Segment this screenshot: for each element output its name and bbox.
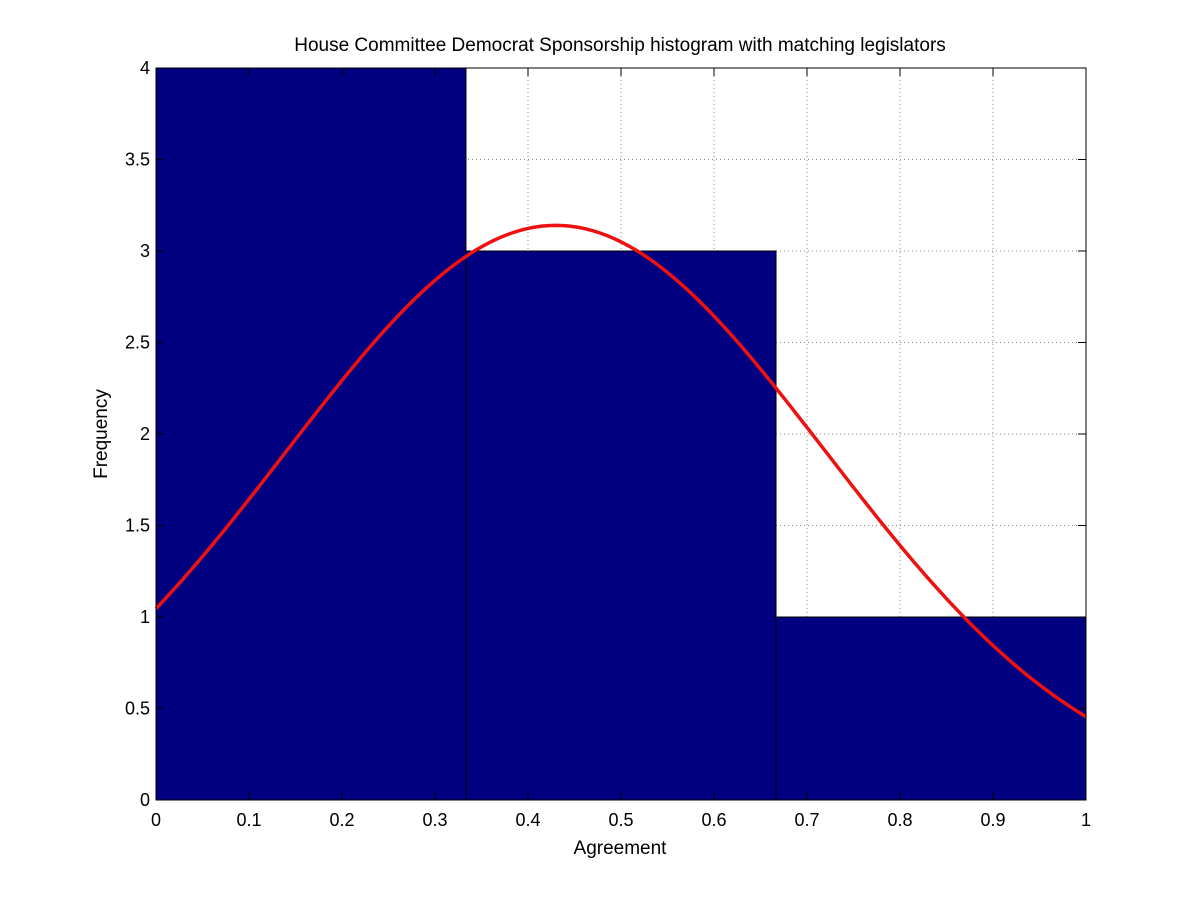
- fit-curve-group: [154, 223, 1087, 719]
- histogram-bar-1: [155, 67, 467, 801]
- x-tick-label-0: 0: [151, 810, 161, 830]
- x-tick-label-6: 0.6: [701, 810, 726, 830]
- axis-ticks: [155, 67, 1087, 801]
- x-tick-labels: 0 0.1 0.2 0.3 0.4 0.5 0.6 0.7 0.8 0.9 1: [151, 810, 1091, 830]
- y-tick-label-4: 2: [140, 424, 150, 444]
- x-tick-label-1: 0.1: [236, 810, 261, 830]
- x-tick-label-5: 0.5: [608, 810, 633, 830]
- y-tick-label-1: 0.5: [125, 699, 150, 719]
- y-tick-label-5: 2.5: [125, 333, 150, 353]
- x-tick-label-4: 0.4: [515, 810, 540, 830]
- x-tick-label-9: 0.9: [980, 810, 1005, 830]
- fit-curve: [154, 223, 1087, 719]
- x-axis-label: Agreement: [574, 838, 668, 859]
- y-tick-label-2: 1: [140, 607, 150, 627]
- y-tick-labels: 0 0.5 1 1.5 2 2.5 3 3.5 4: [125, 58, 150, 810]
- y-axis-label: Frequency: [91, 389, 112, 479]
- histogram-bars: [155, 67, 1087, 801]
- x-tick-label-8: 0.8: [887, 810, 912, 830]
- x-tick-label-3: 0.3: [422, 810, 447, 830]
- x-tick-label-10: 1: [1081, 810, 1091, 830]
- y-tick-label-8: 4: [140, 58, 150, 78]
- y-tick-label-0: 0: [140, 790, 150, 810]
- histogram-bar-2: [465, 250, 777, 801]
- x-tick-label-7: 0.7: [794, 810, 819, 830]
- histogram-bar-3: [775, 616, 1087, 801]
- y-tick-label-3: 1.5: [125, 516, 150, 536]
- y-tick-label-6: 3: [140, 241, 150, 261]
- x-tick-label-2: 0.2: [329, 810, 354, 830]
- chart-title: House Committee Democrat Sponsorship his…: [294, 35, 946, 56]
- y-tick-label-7: 3.5: [125, 150, 150, 170]
